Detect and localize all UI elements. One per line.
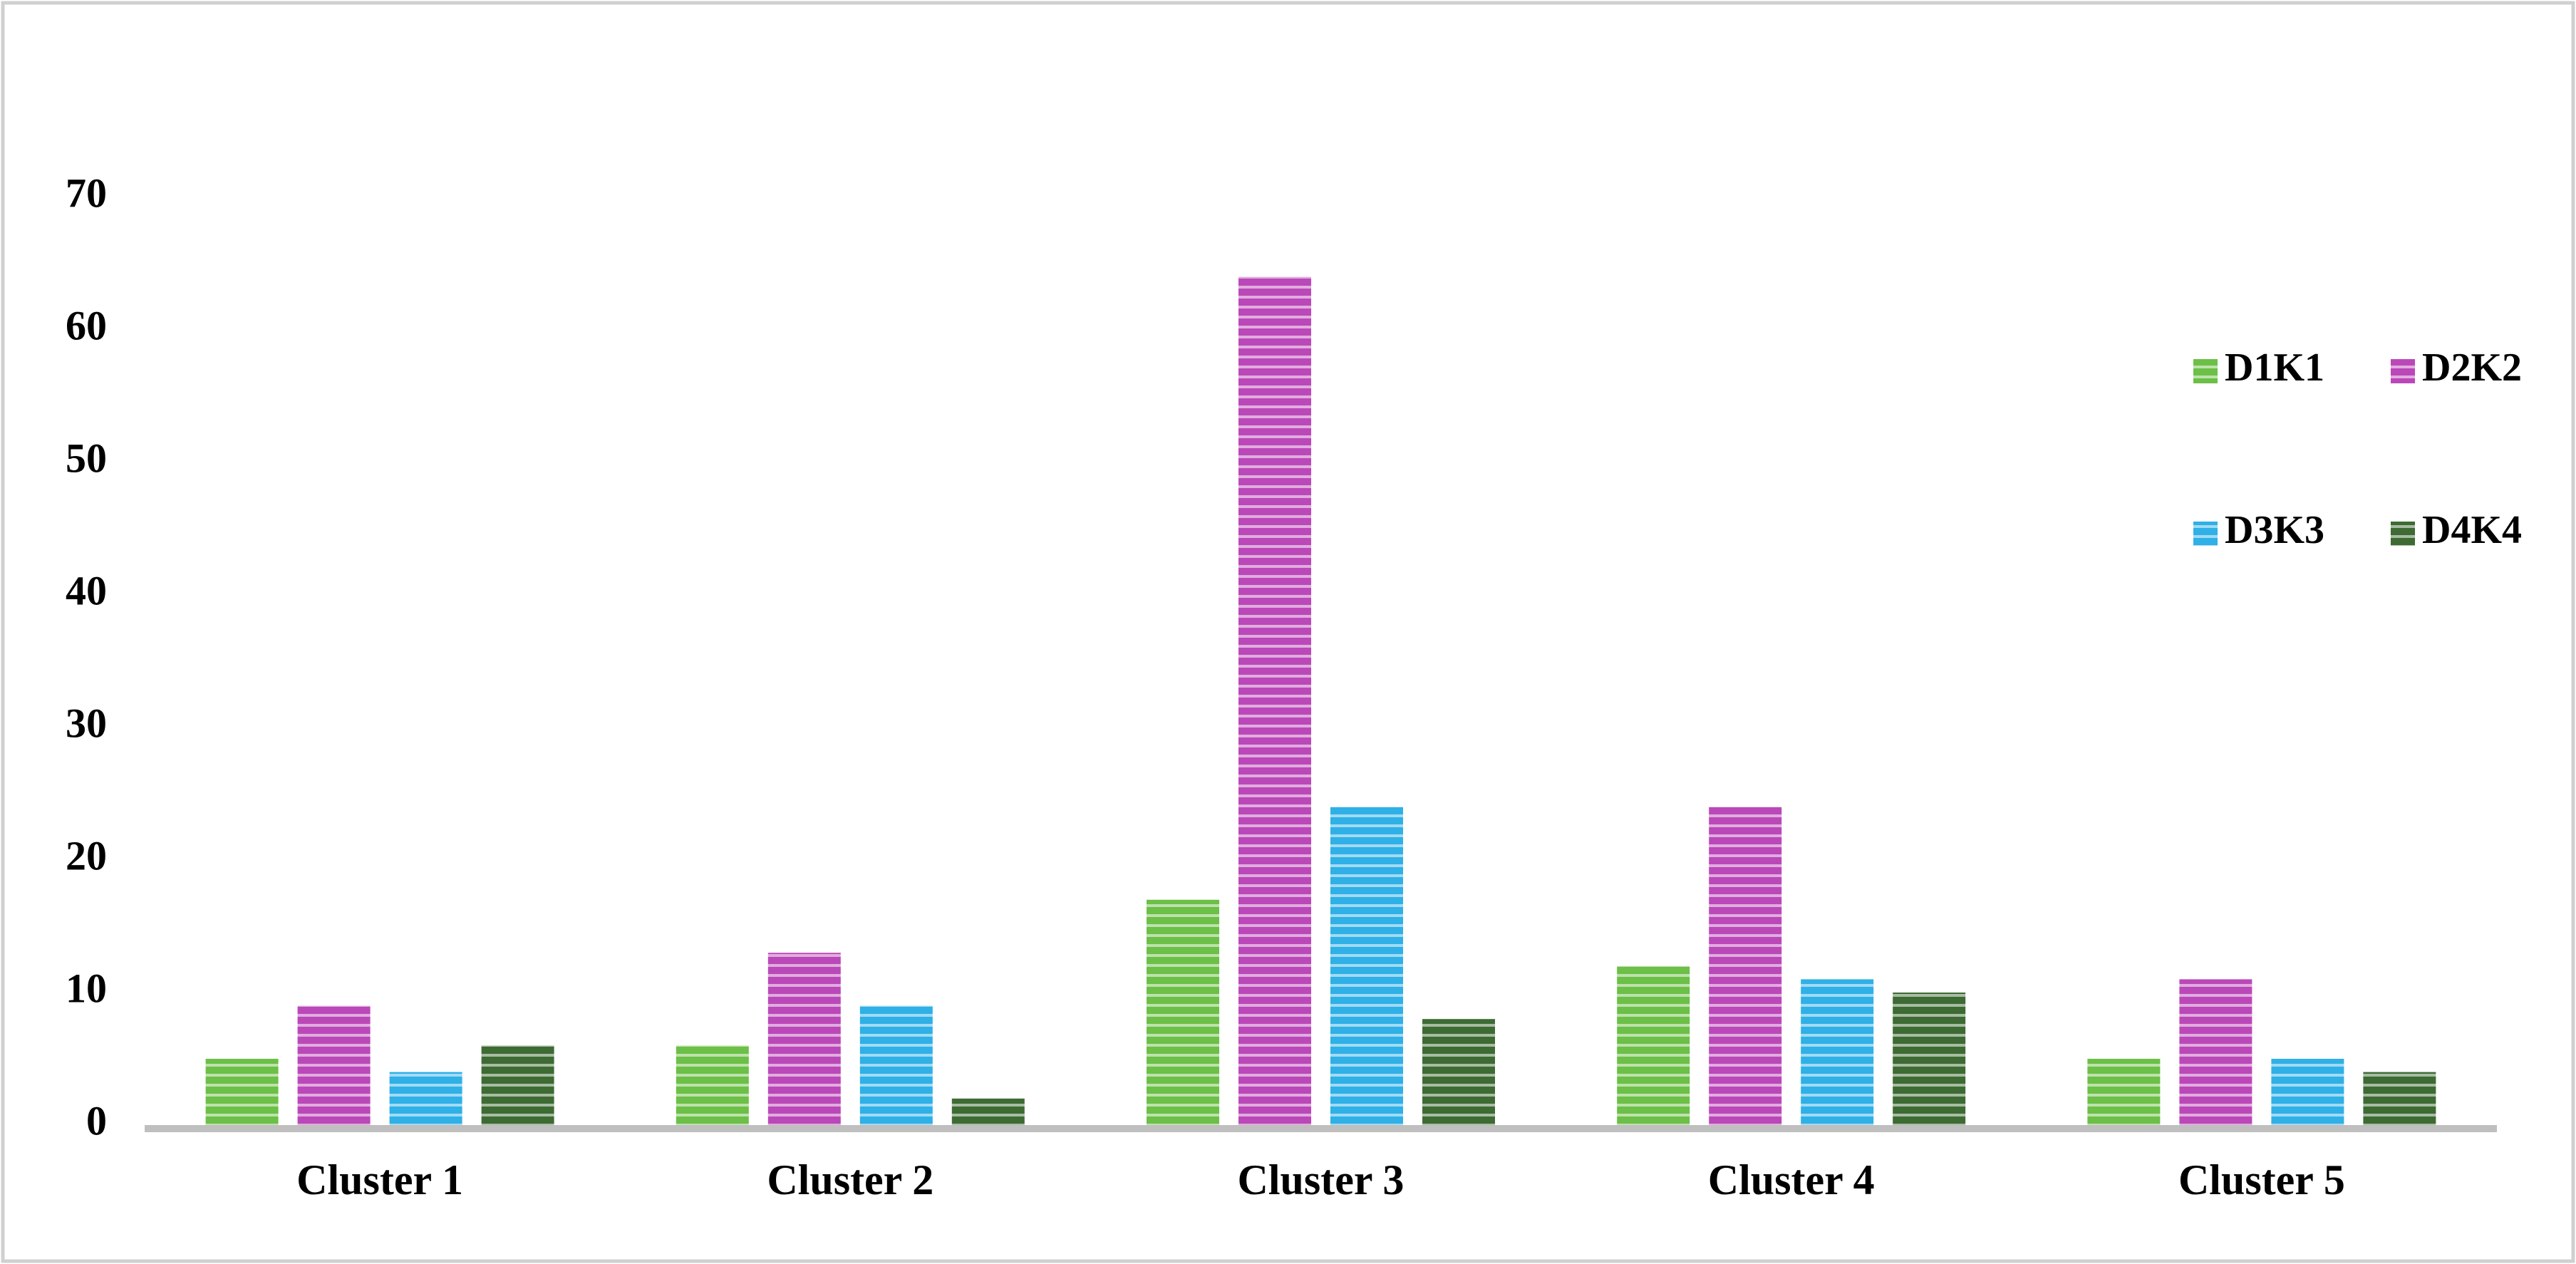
bar bbox=[1147, 899, 1219, 1125]
y-tick-label: 10 bbox=[66, 965, 107, 1011]
bar bbox=[1801, 979, 1874, 1125]
x-tick-label: Cluster 1 bbox=[296, 1156, 463, 1203]
bar bbox=[1893, 993, 1966, 1125]
bar bbox=[389, 1072, 462, 1125]
legend-label: D1K1 bbox=[2225, 346, 2324, 390]
legend-swatch bbox=[2193, 359, 2218, 383]
bar bbox=[2271, 1059, 2344, 1125]
legend-label: D3K3 bbox=[2225, 508, 2324, 552]
y-tick-label: 40 bbox=[66, 567, 107, 613]
legend-swatch bbox=[2193, 522, 2218, 546]
bar bbox=[481, 1045, 554, 1125]
bar bbox=[676, 1045, 749, 1125]
bar bbox=[297, 1005, 371, 1125]
bar bbox=[2363, 1072, 2436, 1125]
y-tick-label: 50 bbox=[66, 435, 107, 481]
y-tick-label: 70 bbox=[66, 170, 107, 216]
y-tick-label: 60 bbox=[66, 302, 107, 348]
legend-label: D4K4 bbox=[2422, 508, 2522, 552]
bar bbox=[1422, 1019, 1495, 1125]
bar bbox=[767, 953, 841, 1125]
bar bbox=[2179, 979, 2252, 1125]
legend-swatch bbox=[2391, 522, 2415, 546]
bar bbox=[1617, 965, 1690, 1125]
y-tick-label: 0 bbox=[86, 1097, 107, 1144]
bar bbox=[205, 1059, 279, 1125]
bar bbox=[2087, 1059, 2161, 1125]
x-tick-label: Cluster 2 bbox=[767, 1156, 933, 1203]
x-tick-label: Cluster 4 bbox=[1708, 1156, 1875, 1203]
legend-label: D2K2 bbox=[2422, 346, 2522, 390]
legend-swatch bbox=[2391, 359, 2415, 383]
bar bbox=[1709, 807, 1782, 1125]
bar bbox=[859, 1005, 933, 1125]
bar bbox=[951, 1098, 1025, 1125]
y-tick-label: 20 bbox=[66, 832, 107, 879]
x-tick-label: Cluster 3 bbox=[1238, 1156, 1405, 1203]
bar bbox=[1330, 807, 1403, 1125]
x-tick-label: Cluster 5 bbox=[2178, 1156, 2345, 1203]
y-tick-label: 30 bbox=[66, 700, 107, 746]
bar bbox=[1238, 276, 1311, 1126]
